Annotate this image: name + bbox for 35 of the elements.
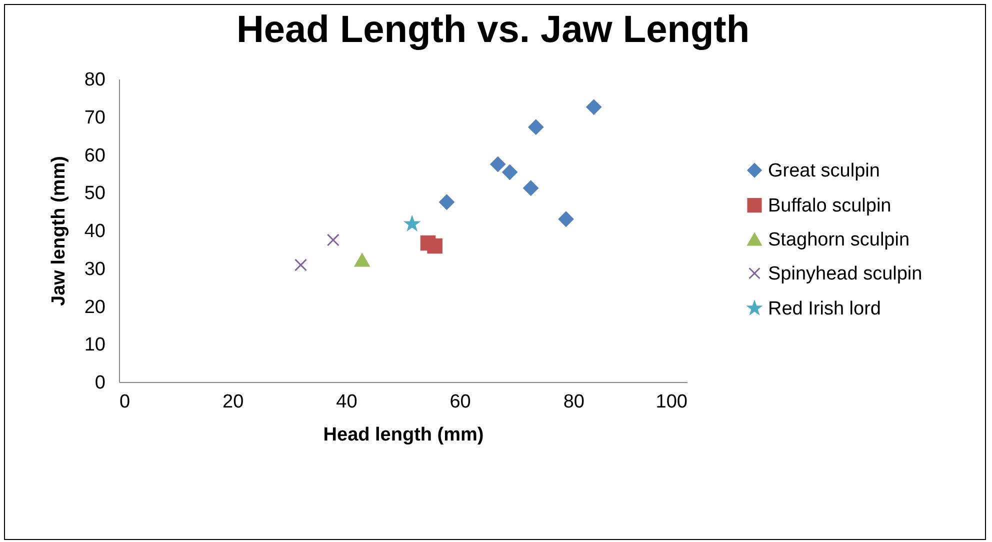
y-tick-label: 0	[94, 372, 106, 394]
y-tick-label: 70	[84, 107, 106, 128]
x-tick-label: 80	[563, 392, 584, 412]
y-tick-label: 30	[84, 258, 106, 280]
point	[354, 253, 370, 267]
y-tick-label: 40	[84, 221, 106, 242]
point	[490, 156, 506, 172]
x-tick-label: 20	[222, 392, 244, 412]
point	[326, 234, 340, 246]
point	[502, 164, 518, 180]
x-axis-title: Head length (mm)	[323, 424, 484, 446]
y-tick-label: 10	[84, 334, 106, 356]
x-tick-label: 40	[336, 392, 358, 412]
legend-label: Buffalo sculpin	[768, 195, 892, 216]
point	[404, 216, 420, 230]
y-tick-label: 20	[84, 296, 106, 318]
x-tick-label: 0	[120, 392, 130, 412]
legend-label: Red Irish lord	[768, 298, 881, 320]
point	[427, 238, 442, 254]
chart-title: Head Length vs. Jaw Length	[236, 9, 750, 51]
point	[528, 119, 544, 135]
y-tick-label: 50	[84, 183, 106, 204]
legend-label: Spinyhead sculpin	[768, 263, 922, 284]
point	[586, 99, 602, 115]
point	[523, 180, 538, 196]
y-axis-title: Jaw length (mm)	[48, 156, 70, 306]
legend-label: Great sculpin	[768, 160, 880, 182]
point	[558, 211, 574, 227]
y-tick-label: 80	[84, 70, 106, 90]
legend-label: Staghorn sculpin	[768, 229, 910, 250]
x-tick-label: 60	[450, 392, 471, 412]
point	[439, 194, 454, 210]
x-tick-label: 100	[656, 392, 688, 412]
y-tick-label: 60	[84, 145, 106, 166]
point	[294, 258, 308, 272]
